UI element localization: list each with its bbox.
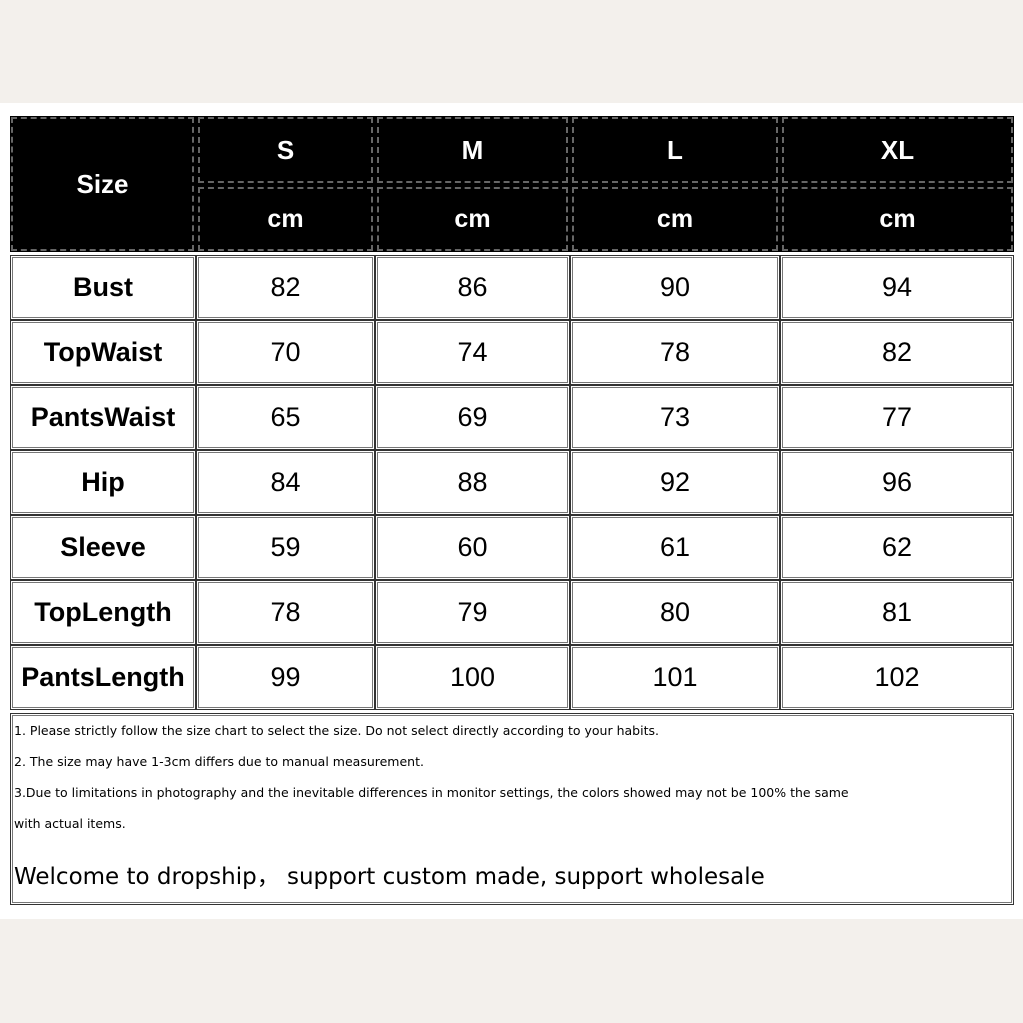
value-cell: 69 bbox=[375, 385, 570, 450]
value-cell: 65 bbox=[196, 385, 375, 450]
row-label: TopWaist bbox=[10, 320, 196, 385]
note-line-3: 3.Due to limitations in photography and … bbox=[14, 785, 849, 800]
value-cell: 82 bbox=[196, 255, 375, 320]
size-header-label: Size bbox=[10, 116, 195, 252]
value-cell: 90 bbox=[570, 255, 780, 320]
value-cell: 81 bbox=[780, 580, 1014, 645]
table-row: TopLength 78 79 80 81 bbox=[10, 580, 1014, 645]
size-s-header: S bbox=[197, 116, 374, 184]
unit-m-header: cm bbox=[376, 186, 569, 252]
row-label: Bust bbox=[10, 255, 196, 320]
value-cell: 102 bbox=[780, 645, 1014, 710]
value-cell: 86 bbox=[375, 255, 570, 320]
value-cell: 59 bbox=[196, 515, 375, 580]
table-row: Sleeve 59 60 61 62 bbox=[10, 515, 1014, 580]
unit-xl-header: cm bbox=[781, 186, 1014, 252]
value-cell: 79 bbox=[375, 580, 570, 645]
row-label: Hip bbox=[10, 450, 196, 515]
size-m-header: M bbox=[376, 116, 569, 184]
value-cell: 101 bbox=[570, 645, 780, 710]
unit-l-header: cm bbox=[571, 186, 779, 252]
size-l-header: L bbox=[571, 116, 779, 184]
value-cell: 77 bbox=[780, 385, 1014, 450]
table-row: Bust 82 86 90 94 bbox=[10, 255, 1014, 320]
table-row: PantsLength 99 100 101 102 bbox=[10, 645, 1014, 710]
value-cell: 70 bbox=[196, 320, 375, 385]
value-cell: 99 bbox=[196, 645, 375, 710]
value-cell: 78 bbox=[570, 320, 780, 385]
table-row: TopWaist 70 74 78 82 bbox=[10, 320, 1014, 385]
value-cell: 94 bbox=[780, 255, 1014, 320]
row-label: TopLength bbox=[10, 580, 196, 645]
value-cell: 80 bbox=[570, 580, 780, 645]
value-cell: 82 bbox=[780, 320, 1014, 385]
value-cell: 60 bbox=[375, 515, 570, 580]
table-row: PantsWaist 65 69 73 77 bbox=[10, 385, 1014, 450]
value-cell: 84 bbox=[196, 450, 375, 515]
table-header: Size S M L XL cm cm cm cm bbox=[10, 116, 1014, 252]
notes-box: 1. Please strictly follow the size chart… bbox=[10, 713, 1014, 905]
value-cell: 96 bbox=[780, 450, 1014, 515]
value-cell: 62 bbox=[780, 515, 1014, 580]
row-label: PantsWaist bbox=[10, 385, 196, 450]
value-cell: 100 bbox=[375, 645, 570, 710]
row-label: PantsLength bbox=[10, 645, 196, 710]
value-cell: 78 bbox=[196, 580, 375, 645]
note-line-4: with actual items. bbox=[14, 816, 126, 831]
value-cell: 74 bbox=[375, 320, 570, 385]
value-cell: 92 bbox=[570, 450, 780, 515]
size-xl-header: XL bbox=[781, 116, 1014, 184]
note-line-1: 1. Please strictly follow the size chart… bbox=[14, 723, 659, 738]
unit-s-header: cm bbox=[197, 186, 374, 252]
row-label: Sleeve bbox=[10, 515, 196, 580]
value-cell: 61 bbox=[570, 515, 780, 580]
note-line-2: 2. The size may have 1-3cm differs due t… bbox=[14, 754, 424, 769]
value-cell: 73 bbox=[570, 385, 780, 450]
welcome-message: Welcome to dropship， support custom made… bbox=[14, 864, 765, 890]
table-row: Hip 84 88 92 96 bbox=[10, 450, 1014, 515]
value-cell: 88 bbox=[375, 450, 570, 515]
